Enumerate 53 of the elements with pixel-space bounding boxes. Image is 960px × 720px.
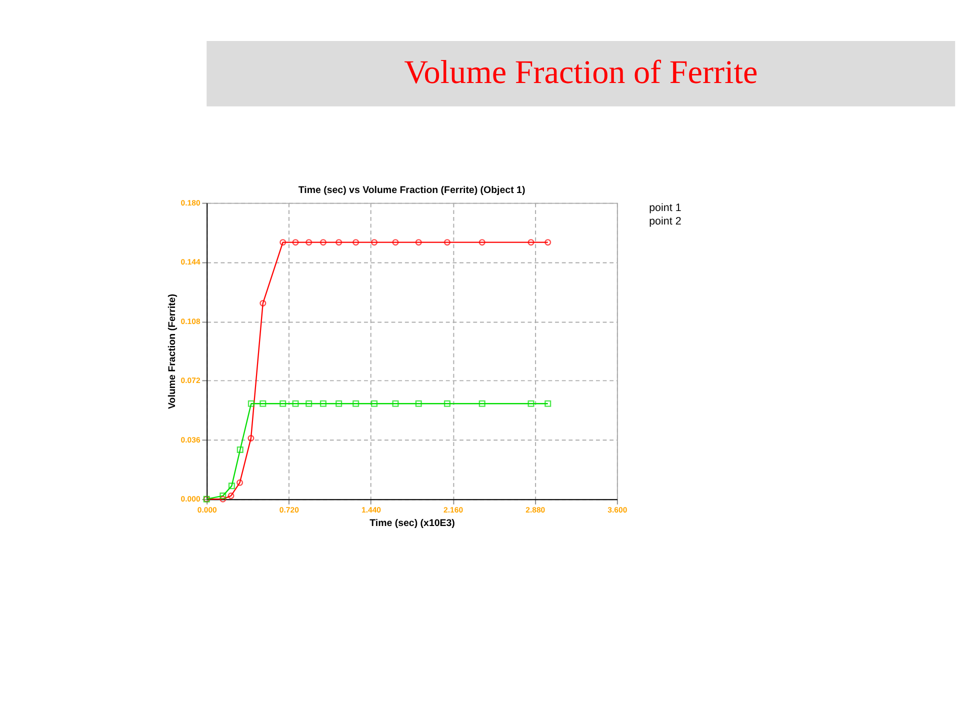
point — [320, 239, 326, 246]
x-tick-label: 3.600 — [608, 505, 628, 514]
point — [236, 479, 244, 486]
point — [248, 400, 254, 407]
point — [544, 400, 552, 407]
x-tick-label: 2.160 — [444, 505, 464, 514]
point — [260, 300, 266, 306]
y-tick-label: 0.072 — [180, 376, 201, 386]
point — [248, 434, 254, 442]
point — [320, 400, 326, 407]
y-axis-title: Volume Fraction (Ferrite) — [166, 294, 178, 409]
point — [228, 492, 234, 500]
point — [280, 239, 286, 246]
point — [336, 400, 342, 407]
x-tick-label: 0.000 — [197, 505, 218, 514]
point — [306, 400, 312, 407]
point — [444, 239, 450, 246]
point — [352, 239, 360, 246]
point — [352, 400, 360, 407]
x-tick-label: 2.880 — [526, 505, 546, 514]
point — [528, 400, 534, 407]
point — [292, 239, 299, 246]
point — [392, 239, 399, 246]
point — [478, 239, 486, 246]
point — [236, 446, 244, 453]
y-tick-label: 0.036 — [180, 435, 201, 444]
point — [478, 400, 486, 407]
point — [220, 492, 226, 500]
point — [371, 239, 378, 246]
y-tick-label: 0.180 — [180, 198, 201, 208]
point — [371, 400, 378, 407]
point — [292, 400, 299, 407]
point — [336, 239, 342, 246]
text: point 2 — [649, 216, 682, 228]
x-axis-title: Time (sec) (x10E3) — [370, 518, 455, 529]
point — [280, 400, 286, 407]
chart-subtitle: Time (sec) vs Volume Fraction (Ferrite) (Object 1) — [298, 185, 526, 196]
text: point 1 — [649, 202, 682, 214]
point — [220, 496, 226, 502]
x-tick-label: 0.720 — [279, 505, 300, 514]
point — [306, 239, 312, 246]
point — [228, 482, 235, 490]
x-tick-label: 1.440 — [361, 505, 382, 514]
y-tick-label: 0.108 — [180, 316, 201, 326]
point — [444, 400, 450, 407]
point — [415, 239, 422, 246]
point — [528, 239, 534, 246]
y-tick-label: 0.000 — [180, 494, 201, 504]
point — [415, 400, 422, 407]
point — [260, 400, 266, 407]
point — [392, 400, 399, 407]
y-tick-label: 0.144 — [180, 258, 201, 267]
chart-title: Volume Fraction of Ferrite — [404, 54, 758, 91]
